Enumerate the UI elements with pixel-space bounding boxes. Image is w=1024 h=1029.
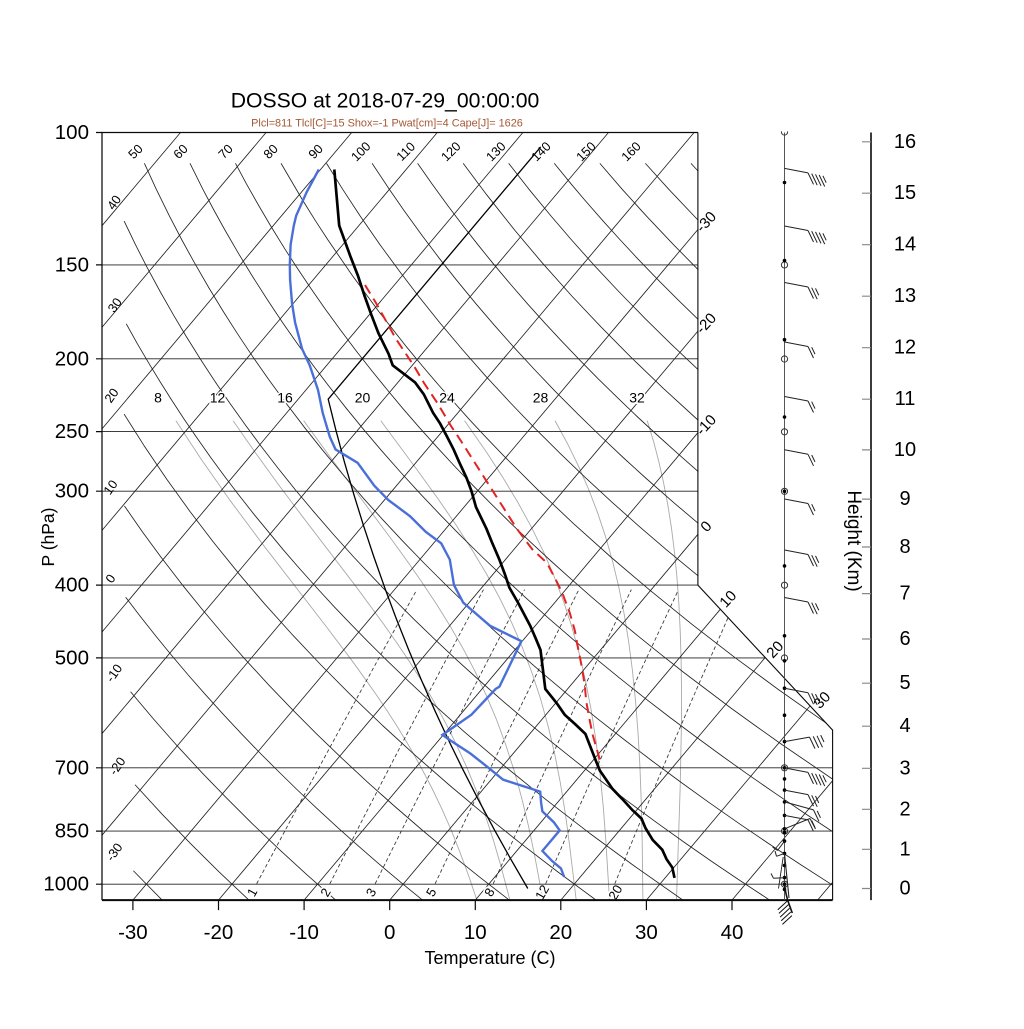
svg-text:1: 1 <box>899 838 910 860</box>
svg-text:16: 16 <box>894 131 916 153</box>
svg-text:10: 10 <box>464 921 487 944</box>
svg-text:8: 8 <box>899 536 910 558</box>
svg-text:100: 100 <box>55 121 89 144</box>
svg-text:20: 20 <box>549 921 572 944</box>
svg-text:2: 2 <box>899 798 910 820</box>
svg-text:13: 13 <box>894 285 916 307</box>
svg-text:20: 20 <box>101 385 121 405</box>
svg-text:850: 850 <box>55 820 89 843</box>
svg-text:32: 32 <box>629 389 645 405</box>
svg-text:14: 14 <box>894 234 916 256</box>
svg-text:40: 40 <box>104 192 124 212</box>
svg-text:12: 12 <box>894 337 916 359</box>
svg-text:Plcl=811 Tlcl[C]=15 Shox=-1 Pw: Plcl=811 Tlcl[C]=15 Shox=-1 Pwat[cm]=4 C… <box>251 118 523 130</box>
svg-text:9: 9 <box>899 488 910 510</box>
svg-text:24: 24 <box>439 389 455 405</box>
svg-text:300: 300 <box>55 480 89 503</box>
svg-text:5: 5 <box>899 672 910 694</box>
svg-text:15: 15 <box>894 182 916 204</box>
svg-text:12: 12 <box>532 882 552 902</box>
svg-text:400: 400 <box>55 574 89 597</box>
svg-text:-10: -10 <box>289 921 319 944</box>
svg-text:700: 700 <box>55 756 89 779</box>
svg-text:-30: -30 <box>118 921 148 944</box>
svg-text:16: 16 <box>277 389 293 405</box>
svg-text:10: 10 <box>894 439 916 461</box>
svg-text:40: 40 <box>721 921 744 944</box>
svg-text:0: 0 <box>384 921 395 944</box>
svg-text:500: 500 <box>55 646 89 669</box>
svg-text:12: 12 <box>210 389 226 405</box>
svg-text:30: 30 <box>104 295 124 315</box>
svg-text:30: 30 <box>635 921 658 944</box>
svg-text:150: 150 <box>55 253 89 276</box>
svg-text:200: 200 <box>55 347 89 370</box>
svg-text:0: 0 <box>899 878 910 900</box>
svg-text:1000: 1000 <box>43 873 89 896</box>
svg-text:7: 7 <box>899 583 910 605</box>
svg-text:8: 8 <box>154 389 162 405</box>
svg-text:11: 11 <box>895 388 916 410</box>
svg-text:20: 20 <box>605 882 625 902</box>
svg-text:-20: -20 <box>204 921 234 944</box>
svg-text:250: 250 <box>55 420 89 443</box>
svg-text:P (hPa): P (hPa) <box>38 507 58 566</box>
svg-text:Temperature (C): Temperature (C) <box>424 948 555 968</box>
svg-text:20: 20 <box>355 389 371 405</box>
svg-text:12: 12 <box>210 389 226 405</box>
svg-text:Height (Km): Height (Km) <box>843 490 864 591</box>
svg-text:28: 28 <box>533 389 549 405</box>
svg-text:4: 4 <box>899 715 910 737</box>
svg-text:16: 16 <box>277 389 293 405</box>
svg-text:8: 8 <box>154 389 162 405</box>
svg-text:DOSSO at 2018-07-29_00:00:00: DOSSO at 2018-07-29_00:00:00 <box>231 90 540 113</box>
svg-text:24: 24 <box>439 389 455 405</box>
svg-text:6: 6 <box>899 628 910 650</box>
svg-text:28: 28 <box>533 389 549 405</box>
svg-text:32: 32 <box>629 389 645 405</box>
svg-text:10: 10 <box>100 477 120 497</box>
svg-text:3: 3 <box>899 757 910 779</box>
svg-text:20: 20 <box>355 389 371 405</box>
